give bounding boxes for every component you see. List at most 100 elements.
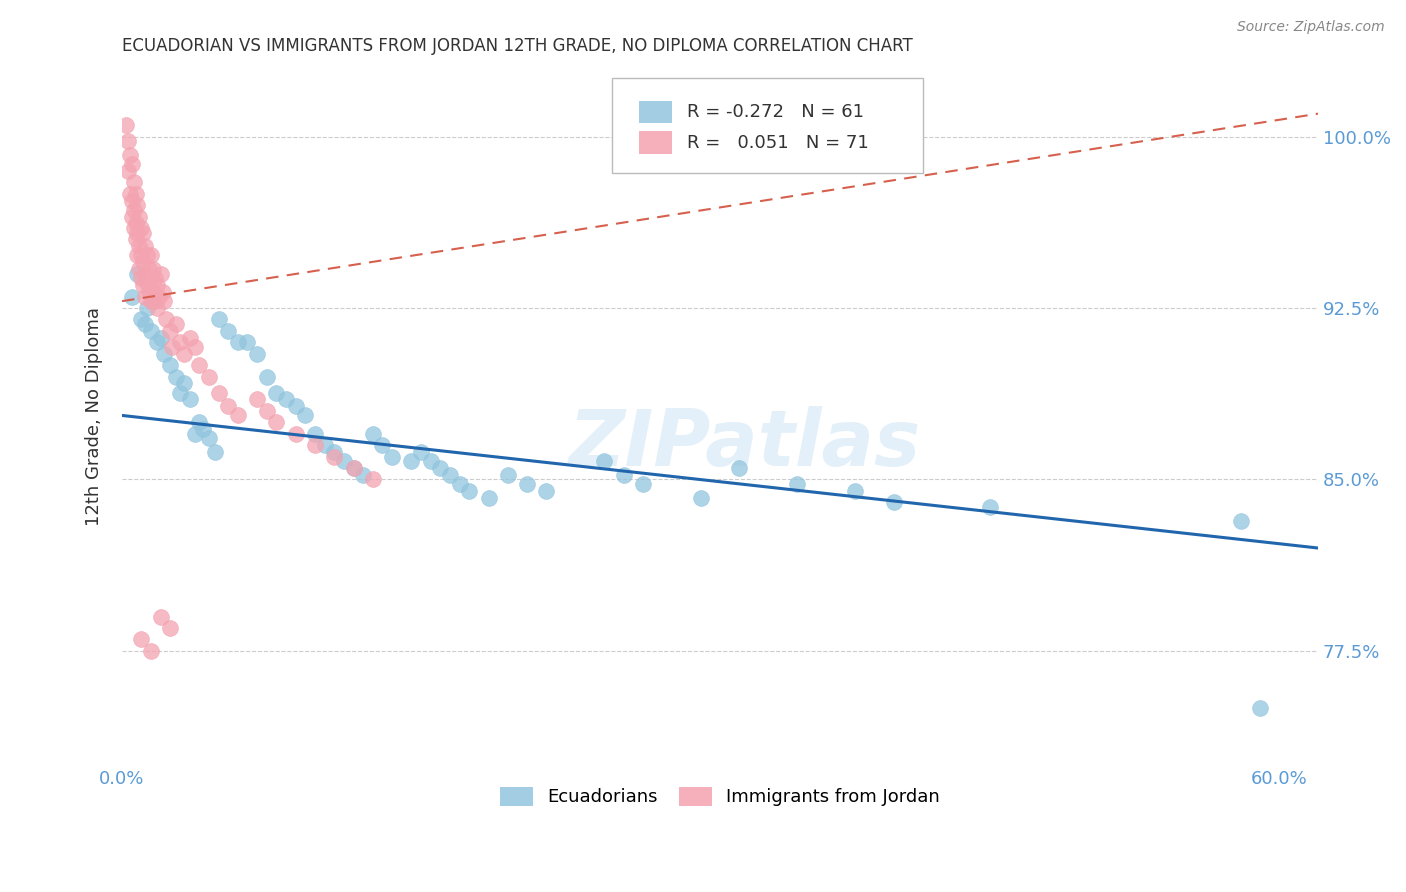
Point (304, 426, 326, 441)
Point (117, 164, 139, 178)
Point (159, 358, 181, 372)
Point (149, 267, 172, 281)
Point (121, 194, 143, 208)
Point (139, 294, 162, 309)
Point (122, 175, 145, 189)
Point (217, 324, 239, 338)
Point (478, 491, 501, 505)
Point (266, 415, 288, 429)
FancyBboxPatch shape (638, 101, 672, 123)
Point (381, 450, 404, 464)
Point (361, 473, 384, 487)
Point (256, 404, 278, 418)
Point (342, 461, 364, 475)
Point (131, 312, 153, 326)
Point (134, 267, 156, 281)
Y-axis label: 12th Grade, No Diploma: 12th Grade, No Diploma (86, 307, 103, 526)
Point (169, 335, 191, 350)
Point (294, 409, 316, 423)
Point (409, 445, 432, 459)
Point (146, 301, 169, 315)
Point (148, 289, 170, 303)
Point (979, 500, 1001, 514)
Point (122, 202, 145, 217)
Point (728, 461, 751, 475)
Point (284, 399, 307, 413)
Point (124, 232, 146, 246)
Text: R = -0.272   N = 61: R = -0.272 N = 61 (686, 103, 863, 121)
Point (173, 376, 195, 391)
Point (136, 301, 159, 315)
Legend: Ecuadorians, Immigrants from Jordan: Ecuadorians, Immigrants from Jordan (491, 778, 949, 815)
Point (204, 445, 226, 459)
Point (217, 399, 239, 413)
Point (631, 477, 654, 491)
Point (226, 409, 249, 423)
Point (352, 467, 374, 482)
Point (127, 226, 149, 240)
Text: ZIPatlas: ZIPatlas (568, 407, 920, 483)
Point (121, 289, 143, 303)
Point (117, 134, 139, 148)
Point (198, 369, 221, 384)
Point (132, 226, 155, 240)
FancyBboxPatch shape (613, 78, 924, 172)
Point (179, 331, 201, 345)
Point (134, 317, 156, 331)
Point (401, 454, 423, 468)
Point (146, 278, 169, 293)
Point (153, 347, 176, 361)
Point (883, 495, 905, 509)
Point (179, 392, 201, 407)
Point (323, 450, 346, 464)
Point (333, 454, 356, 468)
Point (124, 216, 146, 230)
Point (149, 609, 172, 624)
Point (146, 335, 169, 350)
Point (361, 426, 384, 441)
Point (142, 262, 165, 277)
Point (138, 262, 160, 277)
Point (136, 276, 159, 290)
Point (159, 621, 181, 635)
Point (142, 285, 165, 299)
Point (159, 324, 181, 338)
Text: ECUADORIAN VS IMMIGRANTS FROM JORDAN 12TH GRADE, NO DIPLOMA CORRELATION CHART: ECUADORIAN VS IMMIGRANTS FROM JORDAN 12T… (122, 37, 912, 55)
Point (689, 491, 711, 505)
Point (165, 369, 187, 384)
Point (139, 644, 162, 658)
Point (149, 331, 172, 345)
Point (131, 248, 153, 262)
Point (449, 477, 471, 491)
Point (142, 294, 165, 309)
Point (121, 210, 143, 224)
Point (139, 248, 162, 262)
Point (516, 477, 538, 491)
Point (124, 186, 146, 201)
Point (613, 467, 636, 482)
Point (284, 426, 307, 441)
Point (128, 210, 150, 224)
Point (165, 317, 187, 331)
Point (429, 461, 451, 475)
Point (304, 438, 326, 452)
Point (153, 294, 176, 309)
FancyBboxPatch shape (638, 131, 672, 153)
Point (118, 186, 141, 201)
Point (188, 415, 211, 429)
Point (274, 392, 297, 407)
Point (115, 118, 138, 132)
Point (139, 271, 162, 285)
Point (458, 483, 481, 498)
Point (155, 312, 177, 326)
Point (128, 262, 150, 277)
Point (127, 198, 149, 212)
Point (127, 248, 149, 262)
Point (127, 267, 149, 281)
Point (122, 221, 145, 235)
Point (844, 483, 866, 498)
Point (169, 385, 191, 400)
Point (207, 385, 229, 400)
Text: R =   0.051   N = 71: R = 0.051 N = 71 (686, 134, 869, 152)
Point (131, 632, 153, 647)
